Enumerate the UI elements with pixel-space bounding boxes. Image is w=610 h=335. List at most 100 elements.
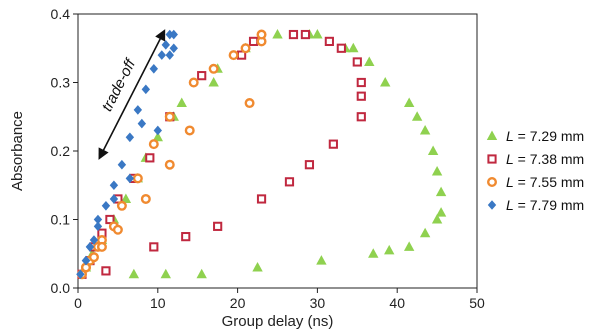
- data-point: [157, 50, 166, 60]
- data-point: [176, 97, 187, 108]
- data-point: [228, 50, 239, 61]
- data-point: [149, 242, 159, 252]
- trade-off-arrow: [98, 29, 166, 160]
- data-point: [188, 77, 199, 88]
- data-point: [196, 268, 207, 279]
- data-point: [140, 193, 151, 204]
- data-point: [153, 125, 162, 136]
- legend-item: L = 7.55 mm: [487, 174, 584, 190]
- data-point: [128, 268, 140, 279]
- series-3: [76, 29, 267, 280]
- data-point: [181, 232, 191, 242]
- data-point: [431, 214, 443, 224]
- data-point: [356, 91, 366, 101]
- data-point: [316, 255, 327, 265]
- data-point: [403, 97, 415, 108]
- y-tick-label: 0.3: [51, 75, 71, 91]
- data-point: [411, 111, 423, 121]
- x-axis-ticks: 0 10 20 30 40 50: [74, 288, 485, 311]
- x-axis-title: Group delay (ns): [222, 313, 334, 330]
- data-point: [88, 252, 99, 263]
- plot-area: 0 10 20 30 40 50 0.0 0.1 0.2 0.3 0.4 trade-off: [51, 6, 485, 311]
- x-tick-label: 20: [230, 295, 246, 311]
- data-point: [101, 201, 111, 211]
- data-point: [164, 159, 175, 170]
- data-point: [240, 43, 251, 54]
- data-point: [368, 248, 379, 258]
- y-tick-label: 0.0: [51, 280, 71, 296]
- data-point: [256, 194, 267, 204]
- x-tick-label: 30: [310, 295, 326, 311]
- data-point: [364, 56, 375, 66]
- data-point: [403, 241, 415, 251]
- data-point: [288, 29, 299, 40]
- data-point: [336, 43, 346, 53]
- legend-item: L = 7.79 mm: [487, 197, 584, 213]
- data-point: [149, 64, 159, 74]
- data-point: [161, 40, 170, 50]
- y-tick-label: 0.2: [51, 143, 71, 159]
- data-point: [328, 139, 338, 149]
- y-axis-ticks: 0.0 0.1 0.2 0.3 0.4: [51, 6, 78, 296]
- trade-off-label: trade-off: [99, 55, 140, 114]
- data-point: [141, 84, 151, 95]
- data-point: [300, 29, 311, 40]
- data-point: [208, 77, 219, 87]
- data-point: [93, 214, 103, 225]
- y-tick-label: 0.1: [51, 212, 71, 228]
- y-axis-title: Absorbance: [9, 111, 26, 191]
- data-point: [101, 266, 111, 276]
- data-point: [384, 244, 395, 255]
- data-point: [165, 50, 174, 60]
- data-point: [427, 145, 439, 155]
- legend-item: L = 7.29 mm: [486, 128, 584, 144]
- data-point: [312, 29, 323, 39]
- data-point: [109, 194, 119, 204]
- data-point: [169, 29, 178, 40]
- legend-marker: [487, 176, 498, 187]
- data-point: [284, 177, 295, 187]
- data-point: [356, 112, 366, 122]
- data-point: [105, 214, 115, 225]
- data-point: [213, 221, 223, 231]
- data-point: [419, 227, 431, 238]
- legend-item: L = 7.38 mm: [487, 151, 584, 167]
- legend-label: L = 7.55 mm: [506, 174, 584, 190]
- data-point: [256, 29, 267, 40]
- data-point: [208, 63, 219, 74]
- data-point: [248, 36, 259, 46]
- data-point: [109, 180, 119, 191]
- data-point: [435, 186, 447, 197]
- data-point: [145, 153, 155, 163]
- data-point: [348, 42, 359, 53]
- data-point: [356, 77, 366, 88]
- data-point: [85, 242, 95, 252]
- data-point: [244, 98, 255, 109]
- data-point: [125, 132, 135, 143]
- legend-marker: [487, 200, 497, 210]
- x-tick-label: 0: [74, 295, 82, 311]
- data-point: [81, 255, 91, 266]
- legend-marker: [487, 154, 497, 164]
- legend-marker: [486, 130, 498, 140]
- data-point: [133, 105, 143, 115]
- data-point: [380, 77, 391, 87]
- data-point: [148, 139, 159, 150]
- data-point: [112, 224, 123, 235]
- y-tick-label: 0.4: [51, 6, 71, 22]
- data-point: [96, 241, 107, 252]
- data-point: [132, 173, 143, 184]
- x-tick-label: 10: [150, 295, 166, 311]
- data-point: [272, 29, 283, 39]
- data-point: [197, 71, 207, 81]
- data-point: [184, 125, 195, 136]
- data-point: [93, 221, 103, 232]
- data-point: [352, 57, 362, 67]
- data-point: [431, 166, 443, 176]
- data-point: [160, 268, 171, 279]
- data-point: [117, 159, 127, 170]
- data-point: [137, 118, 147, 129]
- data-point: [169, 43, 178, 54]
- legend-label: L = 7.38 mm: [506, 151, 584, 167]
